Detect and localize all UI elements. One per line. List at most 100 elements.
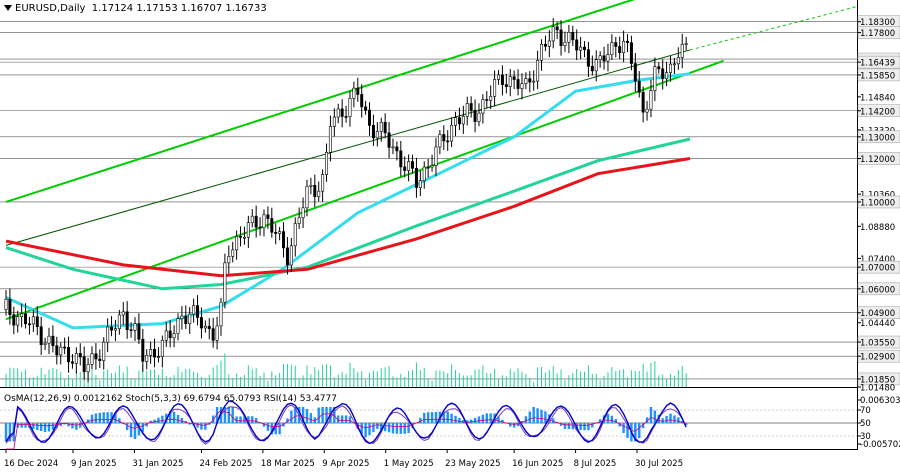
candle-body: [51, 335, 55, 347]
osma-bar: [172, 411, 176, 424]
date-tick-label: 1 May 2025: [384, 459, 434, 469]
volume-bars: [5, 353, 687, 387]
price-tick-label: 1.08880: [860, 223, 895, 233]
candle-body: [528, 78, 532, 83]
osma-bar: [372, 423, 375, 433]
osma-bar: [133, 423, 137, 439]
candle-body: [270, 218, 274, 233]
price-tick-label: 1.15850: [860, 71, 895, 81]
osma-bar: [423, 412, 426, 424]
osma-bar: [196, 423, 199, 428]
osma-bar: [477, 416, 481, 424]
price-tick-label: 1.01480: [860, 384, 895, 394]
candle-body: [293, 223, 297, 247]
date-tick-label: 9 Jan 2025: [71, 459, 117, 469]
candle-body: [356, 87, 360, 95]
candle-body: [16, 316, 20, 326]
candle-body: [637, 80, 641, 93]
candle-body: [43, 342, 47, 345]
osma-bar: [204, 423, 207, 430]
osma-bar: [509, 423, 512, 427]
candle-body: [395, 146, 399, 152]
indicator-tick-label: -0.0057021: [860, 440, 900, 450]
date-tick-label: 9 Apr 2025: [322, 459, 369, 469]
candle-body: [35, 316, 39, 327]
osma-bar: [360, 423, 363, 435]
candle-body: [493, 79, 497, 97]
osma-bar: [129, 423, 133, 438]
candle-body: [348, 97, 352, 117]
osma-bar: [634, 423, 637, 442]
candle-body: [223, 262, 227, 303]
price-tick-label: 1.17800: [860, 29, 895, 39]
osma-bar: [251, 416, 254, 424]
candle-body: [520, 83, 524, 89]
candle-body: [586, 49, 590, 67]
chart-title: EURUSD,Daily 1.17124 1.17153 1.16707 1.1…: [4, 3, 267, 17]
candle-body: [360, 94, 364, 108]
candle-body: [8, 298, 12, 316]
candle-body: [536, 60, 540, 82]
candle-body: [82, 356, 86, 373]
osma-bar: [313, 417, 316, 424]
candle-body: [317, 190, 321, 197]
price-tick-label: 1.10360: [860, 191, 895, 201]
osma-bar: [485, 413, 488, 424]
candle-body: [371, 125, 375, 139]
osma-bar: [301, 407, 305, 424]
candle-body: [231, 249, 235, 257]
candle-body: [411, 161, 415, 169]
osma-bar: [454, 415, 457, 424]
candle-body: [133, 323, 137, 331]
osma-bar: [278, 423, 281, 435]
osma-bar: [180, 417, 184, 424]
osma-bar: [489, 413, 492, 424]
candle-body: [242, 236, 246, 239]
osma-bar: [243, 416, 246, 424]
channel-upper-line: [5, 0, 636, 203]
price-tick-label: 1.04900: [860, 309, 895, 319]
osma-bar: [51, 423, 55, 430]
candle-body: [680, 43, 684, 58]
channel-middle-line: [5, 49, 691, 246]
candle-body: [422, 166, 426, 181]
candle-body: [266, 214, 270, 219]
osma-bar: [626, 423, 629, 438]
candle-body: [489, 95, 493, 101]
osma-bar: [419, 417, 422, 424]
osma-bar: [645, 417, 649, 424]
channel-middle-extension: [689, 6, 858, 51]
indicator-tick-label: 50: [860, 419, 871, 429]
osma-bar: [403, 423, 406, 434]
candle-body: [301, 207, 305, 219]
osma-bar: [118, 418, 121, 424]
candle-body: [516, 79, 520, 89]
price-tick-label: 1.14200: [860, 107, 895, 117]
osma-bar: [337, 415, 340, 424]
candle-body: [434, 146, 438, 166]
candle-body: [391, 146, 395, 149]
candle-body: [4, 298, 8, 310]
candle-body: [305, 185, 309, 209]
indicator-tick-label: 0.0063032: [860, 396, 900, 406]
candle-body: [86, 364, 90, 373]
osma-bar: [39, 423, 43, 431]
osma-bar: [669, 413, 672, 424]
osma-bar: [114, 412, 117, 424]
osma-bar: [106, 412, 109, 424]
osma-bar: [282, 423, 285, 427]
candle-body: [199, 317, 203, 329]
candle-body: [657, 66, 661, 70]
osma-bar: [348, 416, 352, 424]
candle-body: [172, 333, 176, 339]
candle-body: [156, 356, 160, 358]
candle-body: [121, 311, 125, 316]
osma-bar: [141, 423, 145, 432]
candle-body: [442, 134, 446, 142]
osma-bar: [344, 415, 348, 424]
price-tick-label: 1.13000: [860, 133, 895, 143]
osma-bar: [450, 413, 453, 424]
osma-bar: [176, 414, 180, 424]
osma-bar: [137, 423, 141, 436]
candle-body: [352, 87, 356, 99]
